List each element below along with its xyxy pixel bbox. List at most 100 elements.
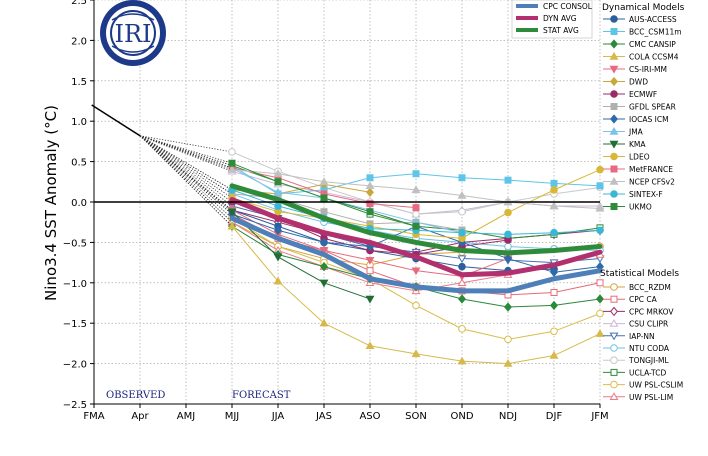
legend-label-ucla-tcd: UCLA-TCD [629,368,666,377]
x-tick-label: NDJ [499,411,517,422]
legend-label-csu-clipr: CSU CLIPR [629,320,668,329]
data-point [457,278,467,286]
x-tick-label: JJA [271,411,285,422]
data-point [412,170,420,178]
data-point [273,187,283,196]
data-point [274,178,282,186]
data-point [550,228,558,237]
connector-line [139,135,233,199]
legend-marker-sintex-f [610,190,618,198]
series-dyn-kma [139,135,375,304]
observed-label: OBSERVED [106,390,165,401]
legend-marker-cola-ccsm4 [609,51,619,60]
data-point [550,327,558,336]
data-point [274,225,282,235]
legend-marker-kma [609,140,619,149]
forecast-label: FORECAST [232,390,291,401]
legend-label-gfdl-spear: GFDL SPEAR [629,103,676,112]
legend-marker-iap-nn [609,332,619,341]
x-tick-label: MJJ [225,411,240,422]
legend-label-iap-nn: IAP-NN [629,332,655,341]
data-point [550,300,558,311]
legend-label-uw-psl-cslim: UW PSL-CSLIM [629,381,683,390]
data-point [550,179,558,187]
observed-line [91,104,141,137]
connector-line [139,135,233,195]
y-tick-label: 1.5 [71,77,87,88]
connector-line [139,135,233,213]
legend-marker-ldeo [610,152,618,161]
data-point [228,159,236,167]
x-axis-ticks: FMA Apr AMJ MJJ JJA JAS ASO SON OND NDJ DJF JFM [83,404,609,422]
data-point [320,237,328,248]
data-point [504,302,512,312]
x-tick-label: AMJ [177,411,195,422]
x-tick-label: OND [450,411,473,422]
connector-line [139,135,233,203]
y-tick-label: −1.0 [63,279,87,290]
data-point [411,267,421,276]
data-point [458,294,466,304]
connector-line [139,135,233,227]
y-tick-label: 1.0 [71,117,87,128]
series-dyn-ukmo [139,135,420,230]
legend-marker-gfdl-spear [610,103,618,110]
data-point [273,169,283,177]
avg-line-cpc-consol [229,215,603,294]
x-tick-label: ASO [359,411,380,422]
series-line [231,209,555,272]
data-point [504,176,512,184]
data-point [504,253,512,264]
data-point [504,242,512,251]
legend-label-aus-access: AUS-ACCESS [629,15,677,24]
legend-label-cpc-mrkov: CPC MRKOV [629,307,674,316]
y-axis-ticks: −2.5 −2.0 −1.5 −1.0 −0.5 0.0 0.5 1.0 1.5 2.0 2.5 [63,0,94,411]
series-dyn-ldeo [139,135,604,243]
data-point [595,329,605,337]
connector-line [139,135,233,167]
data-point [549,201,559,210]
y-tick-label: −2.5 [63,400,87,411]
x-tick-label: FMA [83,411,104,422]
data-point [365,181,375,190]
data-point [366,208,374,216]
iri-logo-text: IRI [114,20,151,48]
data-point [550,267,558,277]
data-point [458,174,466,182]
data-point [411,185,421,194]
data-point [319,318,329,327]
data-point [596,279,604,287]
data-point [274,202,282,210]
legend-label-cs-iri-mm: CS-IRI-MM [629,65,667,74]
data-point [457,190,467,199]
data-point [596,165,604,174]
data-point [457,356,467,365]
legend-marker-uw-psl-lim [609,392,619,400]
legend-marker-ntu-coda [610,344,618,352]
data-point [320,208,328,216]
data-point [319,177,329,185]
legend-marker-bcc-rzdm [610,283,618,291]
data-point [365,295,375,304]
legend-marker-aus-access [610,15,618,23]
data-point [596,294,604,304]
data-point [366,174,374,182]
data-point [411,349,421,358]
y-tick-label: −0.5 [63,238,87,249]
y-tick-label: 0.0 [71,198,87,209]
legend-label-metfrance: MetFRANCE [629,165,673,174]
connector-line [139,135,233,219]
y-tick-label: 0.5 [71,158,87,169]
data-point [457,255,467,264]
y-tick-label: −2.0 [63,360,87,371]
legend-label-dwd: DWD [629,78,648,87]
legend-marker-cpc-mrkov [610,306,618,317]
legend-label-sintex-f: SINTEX-F [629,190,663,199]
observed-series [91,104,141,137]
legend-label-ukmo: UKMO [629,203,652,212]
data-point [273,276,283,285]
averages-legend: CPC CONSOL DYN AVG STAT AVG [511,0,593,39]
data-point [504,230,512,239]
legend-label-dyn-avg: DYN AVG [543,14,577,23]
legend-label-ncep-cfsv2: NCEP CFSv2 [629,178,675,187]
